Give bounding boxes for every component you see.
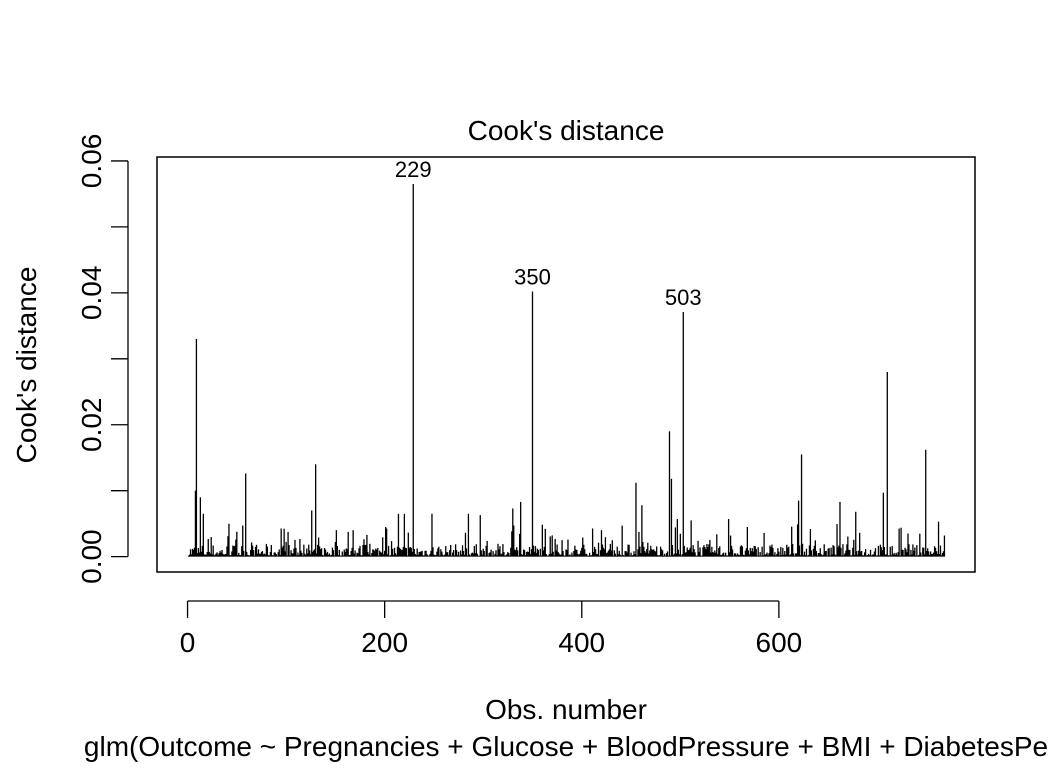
- y-tick-label: 0.04: [76, 266, 107, 321]
- outlier-labels: 229 350 503: [395, 157, 702, 310]
- x-axis: 0 200 400 600: [180, 600, 803, 658]
- x-tick-label: 600: [756, 627, 803, 658]
- x-axis-label: Obs. number: [485, 694, 647, 725]
- plot-frame: [156, 156, 976, 573]
- chart-title: Cook's distance: [468, 115, 665, 146]
- y-axis: 0.00 0.02 0.04 0.06: [76, 134, 129, 584]
- cooks-distance-bars: [187, 184, 946, 557]
- outlier-label: 503: [665, 285, 702, 310]
- y-tick-label: 0.00: [76, 529, 107, 584]
- y-tick-label: 0.06: [76, 134, 107, 189]
- x-tick-label: 0: [180, 627, 196, 658]
- y-tick-label: 0.02: [76, 397, 107, 452]
- model-formula: glm(Outcome ~ Pregnancies + Glucose + Bl…: [84, 731, 1048, 762]
- x-tick-label: 200: [361, 627, 408, 658]
- outlier-label: 350: [514, 265, 551, 290]
- outlier-label: 229: [395, 157, 432, 182]
- y-axis-label: Cook's distance: [11, 267, 42, 464]
- x-tick-label: 400: [558, 627, 605, 658]
